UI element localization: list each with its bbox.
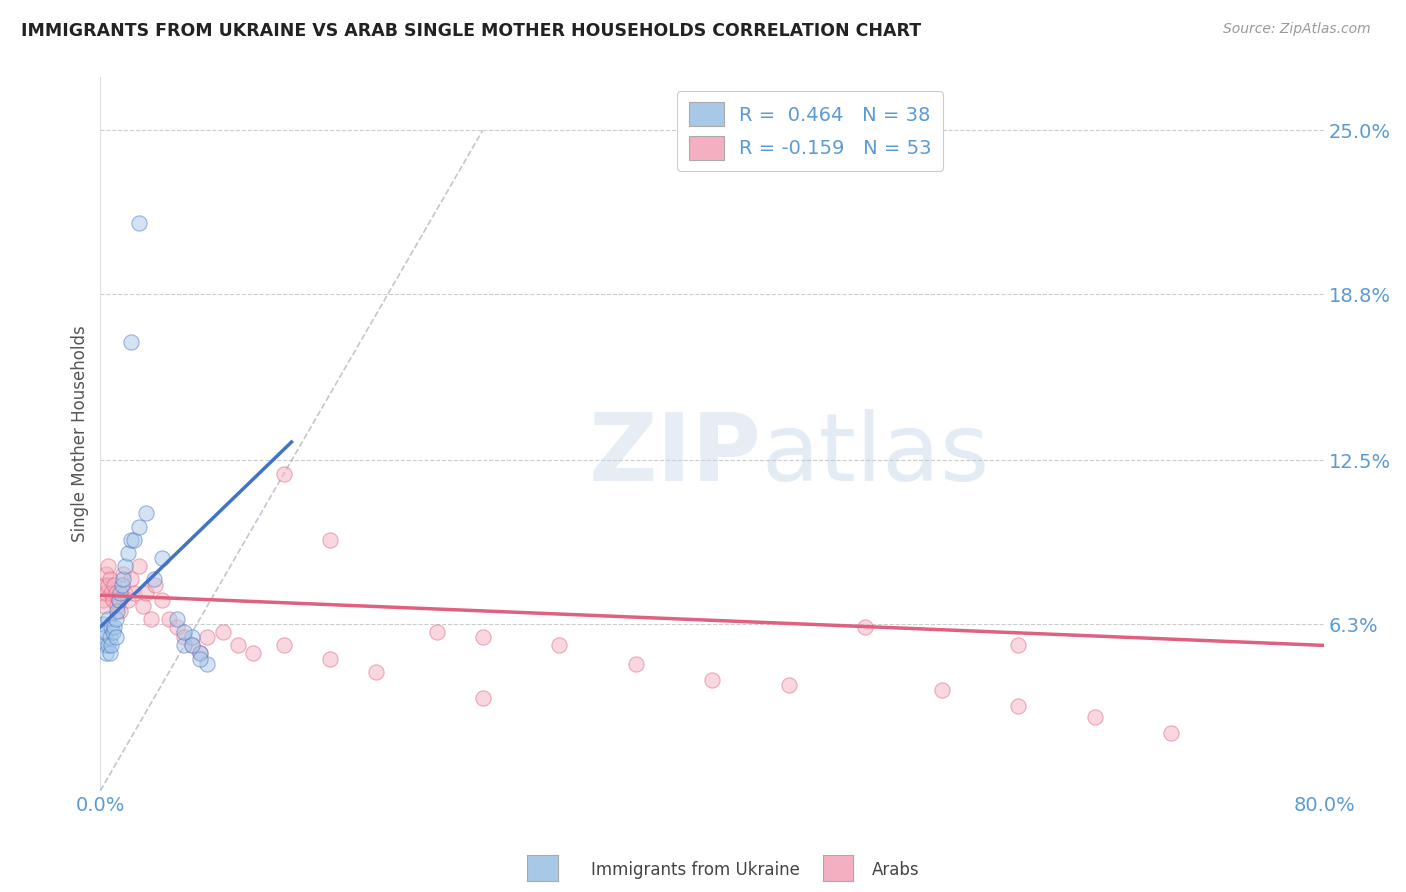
Point bbox=[93, 593, 115, 607]
Point bbox=[197, 631, 219, 645]
Point bbox=[173, 631, 195, 645]
Point bbox=[104, 585, 127, 599]
Point bbox=[103, 620, 125, 634]
Point bbox=[548, 639, 571, 653]
Point bbox=[319, 533, 342, 547]
Point bbox=[197, 657, 219, 671]
Point bbox=[1084, 710, 1107, 724]
Point bbox=[103, 577, 125, 591]
Point bbox=[135, 585, 157, 599]
Point bbox=[188, 651, 211, 665]
Point bbox=[98, 631, 121, 645]
Y-axis label: Single Mother Households: Single Mother Households bbox=[72, 326, 89, 542]
Point bbox=[100, 639, 122, 653]
Point bbox=[150, 593, 173, 607]
Point bbox=[778, 678, 800, 692]
Point bbox=[319, 651, 342, 665]
Point bbox=[702, 673, 724, 687]
Point bbox=[117, 593, 139, 607]
Point bbox=[94, 631, 117, 645]
Point bbox=[111, 577, 134, 591]
Point bbox=[97, 559, 120, 574]
Point bbox=[142, 573, 165, 587]
Point bbox=[98, 573, 121, 587]
Point bbox=[226, 639, 249, 653]
Point bbox=[122, 585, 145, 599]
Point bbox=[188, 646, 211, 660]
Point bbox=[242, 646, 264, 660]
Point bbox=[853, 620, 876, 634]
Text: Arabs: Arabs bbox=[872, 861, 920, 879]
Point bbox=[1007, 639, 1029, 653]
Point bbox=[100, 585, 122, 599]
Legend: R =  0.464   N = 38, R = -0.159   N = 53: R = 0.464 N = 38, R = -0.159 N = 53 bbox=[676, 91, 943, 171]
Point bbox=[166, 620, 188, 634]
Point bbox=[96, 585, 118, 599]
Point bbox=[104, 612, 127, 626]
Point bbox=[98, 646, 121, 660]
Point bbox=[181, 631, 204, 645]
Point bbox=[471, 631, 494, 645]
Point bbox=[931, 683, 953, 698]
Point bbox=[150, 551, 173, 566]
Text: Source: ZipAtlas.com: Source: ZipAtlas.com bbox=[1223, 22, 1371, 37]
Point bbox=[114, 585, 136, 599]
Point bbox=[426, 625, 449, 640]
Point bbox=[97, 577, 120, 591]
Text: IMMIGRANTS FROM UKRAINE VS ARAB SINGLE MOTHER HOUSEHOLDS CORRELATION CHART: IMMIGRANTS FROM UKRAINE VS ARAB SINGLE M… bbox=[21, 22, 921, 40]
Point bbox=[107, 593, 129, 607]
Point bbox=[120, 533, 142, 547]
Point bbox=[94, 599, 117, 613]
Point bbox=[96, 625, 118, 640]
Point bbox=[173, 625, 195, 640]
Point bbox=[94, 639, 117, 653]
Point bbox=[211, 625, 233, 640]
Point bbox=[157, 612, 180, 626]
Point bbox=[122, 533, 145, 547]
Text: ZIP: ZIP bbox=[588, 409, 761, 501]
Point bbox=[107, 593, 129, 607]
Point bbox=[120, 573, 142, 587]
Point bbox=[96, 646, 118, 660]
Point bbox=[145, 577, 167, 591]
Point bbox=[97, 639, 120, 653]
Point bbox=[97, 612, 120, 626]
Point bbox=[188, 646, 211, 660]
Point bbox=[364, 665, 387, 679]
Point bbox=[132, 599, 155, 613]
Point bbox=[173, 639, 195, 653]
Point bbox=[181, 639, 204, 653]
Point bbox=[112, 573, 135, 587]
Point bbox=[105, 604, 128, 618]
Point bbox=[139, 612, 162, 626]
Point bbox=[112, 567, 135, 582]
Point bbox=[117, 546, 139, 560]
Point bbox=[1007, 699, 1029, 714]
Point bbox=[273, 467, 295, 481]
Point bbox=[120, 334, 142, 349]
Point bbox=[135, 506, 157, 520]
Point bbox=[100, 620, 122, 634]
Point bbox=[166, 612, 188, 626]
Point bbox=[105, 599, 128, 613]
Point bbox=[104, 631, 127, 645]
Point bbox=[110, 604, 132, 618]
Point bbox=[94, 577, 117, 591]
Point bbox=[128, 216, 150, 230]
Point bbox=[128, 519, 150, 533]
Point bbox=[1160, 725, 1182, 739]
Point bbox=[114, 559, 136, 574]
Text: atlas: atlas bbox=[761, 409, 990, 501]
Point bbox=[110, 585, 132, 599]
Point bbox=[101, 625, 124, 640]
Text: Immigrants from Ukraine: Immigrants from Ukraine bbox=[591, 861, 800, 879]
Point bbox=[128, 559, 150, 574]
Point bbox=[273, 639, 295, 653]
Point bbox=[101, 593, 124, 607]
Point bbox=[624, 657, 647, 671]
Point bbox=[471, 691, 494, 706]
Point bbox=[93, 617, 115, 632]
Point bbox=[96, 567, 118, 582]
Point bbox=[181, 639, 204, 653]
